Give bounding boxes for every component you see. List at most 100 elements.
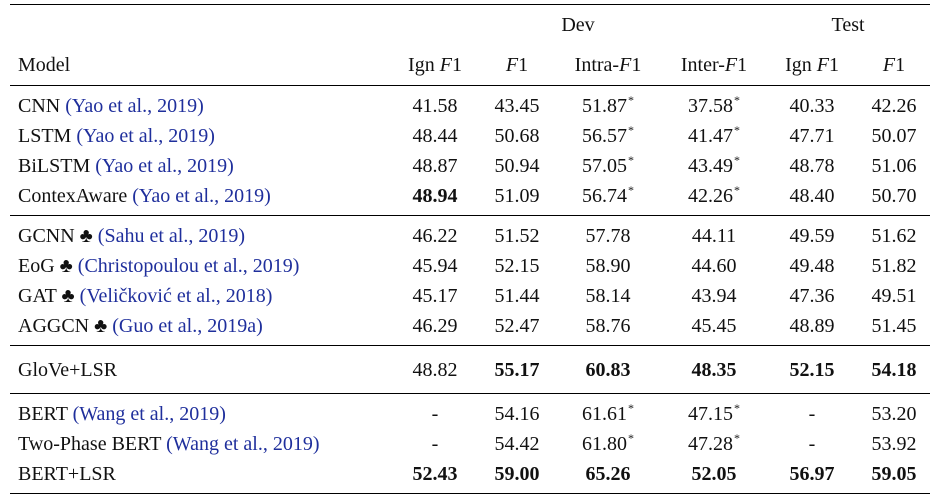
cell-value: 49.51 — [871, 284, 917, 307]
cell-value: 53.20 — [871, 402, 917, 425]
cell-value: 49.48 — [789, 254, 835, 277]
value-cell: 45.17 — [390, 281, 480, 311]
citation-link[interactable]: (Wang et al., 2019) — [72, 402, 226, 425]
header-column-row: Model Ign F1 F1 Intra-F1 Inter-F1 Ign F1… — [10, 45, 931, 86]
citation-link[interactable]: (Yao et al., 2019) — [95, 154, 234, 177]
cell-value: 52.15 — [789, 358, 835, 381]
value-cell: 43.45 — [480, 86, 554, 122]
test-header-cell: Test — [766, 4, 931, 45]
cell-value: 47.28 — [688, 432, 733, 455]
dev-header: Dev — [561, 13, 595, 36]
asterisk-mark: * — [628, 122, 634, 137]
table-row: GAT ♣ (Veličković et al., 2018) 45.17 51.4… — [10, 281, 930, 311]
model-name-cell: GCNN ♣ (Sahu et al., 2019) — [10, 215, 390, 251]
cell-value: 54.18 — [871, 358, 917, 381]
value-cell: 52.15 — [766, 345, 859, 394]
value-cell: 48.94 — [390, 181, 480, 216]
cell-value: 45.17 — [412, 284, 458, 307]
cell-value: 65.26 — [585, 462, 631, 485]
value-cell: 48.78 — [766, 151, 858, 181]
asterisk-mark: * — [734, 122, 740, 137]
model-name: ContexAware — [18, 184, 128, 207]
table-row: LSTM (Yao et al., 2019) 48.44 50.68 56.57* 4… — [10, 121, 930, 151]
results-body: CNN (Yao et al., 2019) 41.58 43.45 51.87* 37… — [10, 86, 931, 494]
cell-value: 52.47 — [494, 314, 540, 337]
citation-link[interactable]: (Christopoulou et al., 2019) — [77, 254, 300, 277]
header-group-row: Dev Test — [10, 4, 931, 45]
asterisk-mark: * — [734, 182, 740, 197]
value-cell: 51.52 — [480, 215, 554, 251]
model-name: BERT — [18, 402, 68, 425]
value-cell: 58.90 — [554, 251, 662, 281]
value-cell: 45.45 — [662, 311, 766, 346]
value-cell: 44.11 — [662, 215, 767, 251]
citation-link[interactable]: (Veličković et al., 2018) — [79, 284, 273, 307]
asterisk-mark: * — [628, 430, 634, 445]
citation-link[interactable]: (Guo et al., 2019a) — [112, 314, 263, 337]
cell-value: 48.44 — [412, 124, 458, 147]
cell-value: 48.35 — [691, 358, 737, 381]
cell-value: 58.76 — [585, 314, 631, 337]
value-cell: 51.62 — [858, 215, 931, 251]
model-name: EoG — [18, 254, 55, 277]
cell-value: 58.90 — [585, 254, 631, 277]
cell-value: 48.89 — [789, 314, 835, 337]
value-cell: 51.09 — [480, 181, 554, 216]
value-cell: 37.58* — [662, 86, 766, 122]
citation-link[interactable]: (Yao et al., 2019) — [132, 184, 271, 207]
value-cell: 45.94 — [390, 251, 480, 281]
cell-value: 40.33 — [789, 94, 835, 117]
table-row: ContexAware (Yao et al., 2019) 48.94 51.09… — [10, 181, 930, 216]
col-header-test-ign-f1: Ign F1 — [766, 45, 859, 86]
table-row: BERT+LSR 52.43 59.00 65.26 52.05 56.97 59.05 — [10, 459, 931, 494]
cell-value: 59.00 — [494, 462, 540, 485]
value-cell: 54.42 — [480, 429, 554, 459]
cell-value: 47.36 — [789, 284, 835, 307]
model-name: BiLSTM — [18, 154, 91, 177]
cell-value: - — [808, 432, 816, 455]
citation-link[interactable]: (Wang et al., 2019) — [166, 432, 320, 455]
value-cell: 51.82 — [858, 251, 930, 281]
model-name-cell: AGGCN ♣ (Guo et al., 2019a) — [10, 311, 390, 346]
cell-value: 42.26 — [688, 184, 733, 207]
table-row: GCNN ♣ (Sahu et al., 2019) 46.22 51.52 57.7… — [10, 215, 931, 251]
model-header: Model — [10, 45, 390, 86]
cell-value: - — [431, 432, 439, 455]
cell-value: 56.74 — [582, 184, 627, 207]
model-name-cell: CNN (Yao et al., 2019) — [10, 86, 390, 122]
table-row: BERT (Wang et al., 2019) -54.16 61.61* 47.1… — [10, 393, 931, 429]
citation-link[interactable]: (Sahu et al., 2019) — [97, 224, 245, 247]
value-cell: 48.82 — [390, 345, 480, 394]
cell-value: 50.68 — [494, 124, 540, 147]
value-cell: 57.05* — [554, 151, 662, 181]
cell-value: 48.82 — [412, 358, 458, 381]
citation-link[interactable]: (Yao et al., 2019) — [65, 94, 204, 117]
asterisk-mark: * — [628, 182, 634, 197]
cell-value: - — [808, 402, 816, 425]
results-table: Dev Test Model Ign F1 F1 Intra-F1 Inter-… — [10, 4, 931, 494]
value-cell: 50.94 — [480, 151, 554, 181]
cell-value: 51.45 — [871, 314, 917, 337]
asterisk-mark: * — [734, 92, 740, 107]
cell-value: 51.82 — [871, 254, 917, 277]
cell-value: 48.94 — [412, 184, 458, 207]
model-name-cell: Two-Phase BERT (Wang et al., 2019) — [10, 429, 390, 459]
cell-value: 50.94 — [494, 154, 540, 177]
model-name-cell: LSTM (Yao et al., 2019) — [10, 121, 390, 151]
cell-value: 42.26 — [871, 94, 917, 117]
cell-value: 37.58 — [688, 94, 733, 117]
value-cell: 53.92 — [858, 429, 930, 459]
cell-value: 45.45 — [691, 314, 737, 337]
value-cell: 56.57* — [554, 121, 662, 151]
citation-link[interactable]: (Yao et al., 2019) — [76, 124, 215, 147]
value-cell: 43.49* — [662, 151, 766, 181]
asterisk-mark: * — [628, 92, 634, 107]
value-cell: 54.18 — [858, 345, 931, 394]
dev-header-cell: Dev — [390, 4, 767, 45]
asterisk-mark: * — [734, 430, 740, 445]
cell-value: 45.94 — [412, 254, 458, 277]
value-cell: 57.78 — [554, 215, 662, 251]
value-cell: 46.22 — [390, 215, 480, 251]
cell-value: 44.11 — [691, 224, 737, 247]
cell-value: 61.80 — [582, 432, 627, 455]
